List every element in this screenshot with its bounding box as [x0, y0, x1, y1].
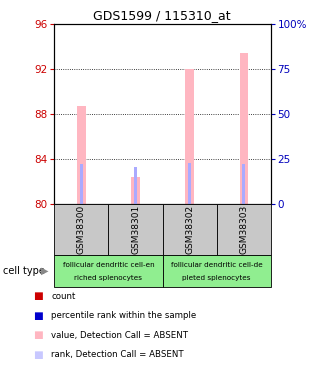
Text: riched splenocytes: riched splenocytes: [75, 275, 143, 281]
Bar: [162, 204, 216, 255]
Bar: [162, 255, 271, 287]
Text: follicular dendritic cell-de: follicular dendritic cell-de: [171, 262, 262, 268]
Text: count: count: [51, 292, 76, 301]
Text: percentile rank within the sample: percentile rank within the sample: [51, 311, 196, 320]
Bar: [134, 167, 137, 204]
Text: ■: ■: [33, 330, 43, 340]
Text: ▶: ▶: [41, 266, 48, 276]
Text: GSM38302: GSM38302: [185, 205, 194, 254]
Text: GSM38303: GSM38303: [239, 205, 248, 254]
Text: follicular dendritic cell-en: follicular dendritic cell-en: [63, 262, 154, 268]
Text: ■: ■: [33, 291, 43, 301]
Bar: [216, 204, 271, 255]
Bar: [80, 164, 83, 204]
Bar: [185, 69, 194, 204]
Text: pleted splenocytes: pleted splenocytes: [182, 275, 251, 281]
Text: GDS1599 / 115310_at: GDS1599 / 115310_at: [93, 9, 231, 22]
Bar: [54, 204, 109, 255]
Bar: [131, 177, 140, 204]
Bar: [240, 53, 248, 204]
Text: GSM38300: GSM38300: [77, 205, 86, 254]
Text: rank, Detection Call = ABSENT: rank, Detection Call = ABSENT: [51, 350, 184, 359]
Bar: [78, 106, 85, 204]
Text: ■: ■: [33, 350, 43, 360]
Bar: [54, 255, 162, 287]
Bar: [188, 163, 191, 204]
Text: cell type: cell type: [3, 266, 45, 276]
Bar: [109, 204, 162, 255]
Text: GSM38301: GSM38301: [131, 205, 140, 254]
Text: ■: ■: [33, 311, 43, 321]
Text: value, Detection Call = ABSENT: value, Detection Call = ABSENT: [51, 331, 188, 340]
Bar: [242, 164, 245, 204]
